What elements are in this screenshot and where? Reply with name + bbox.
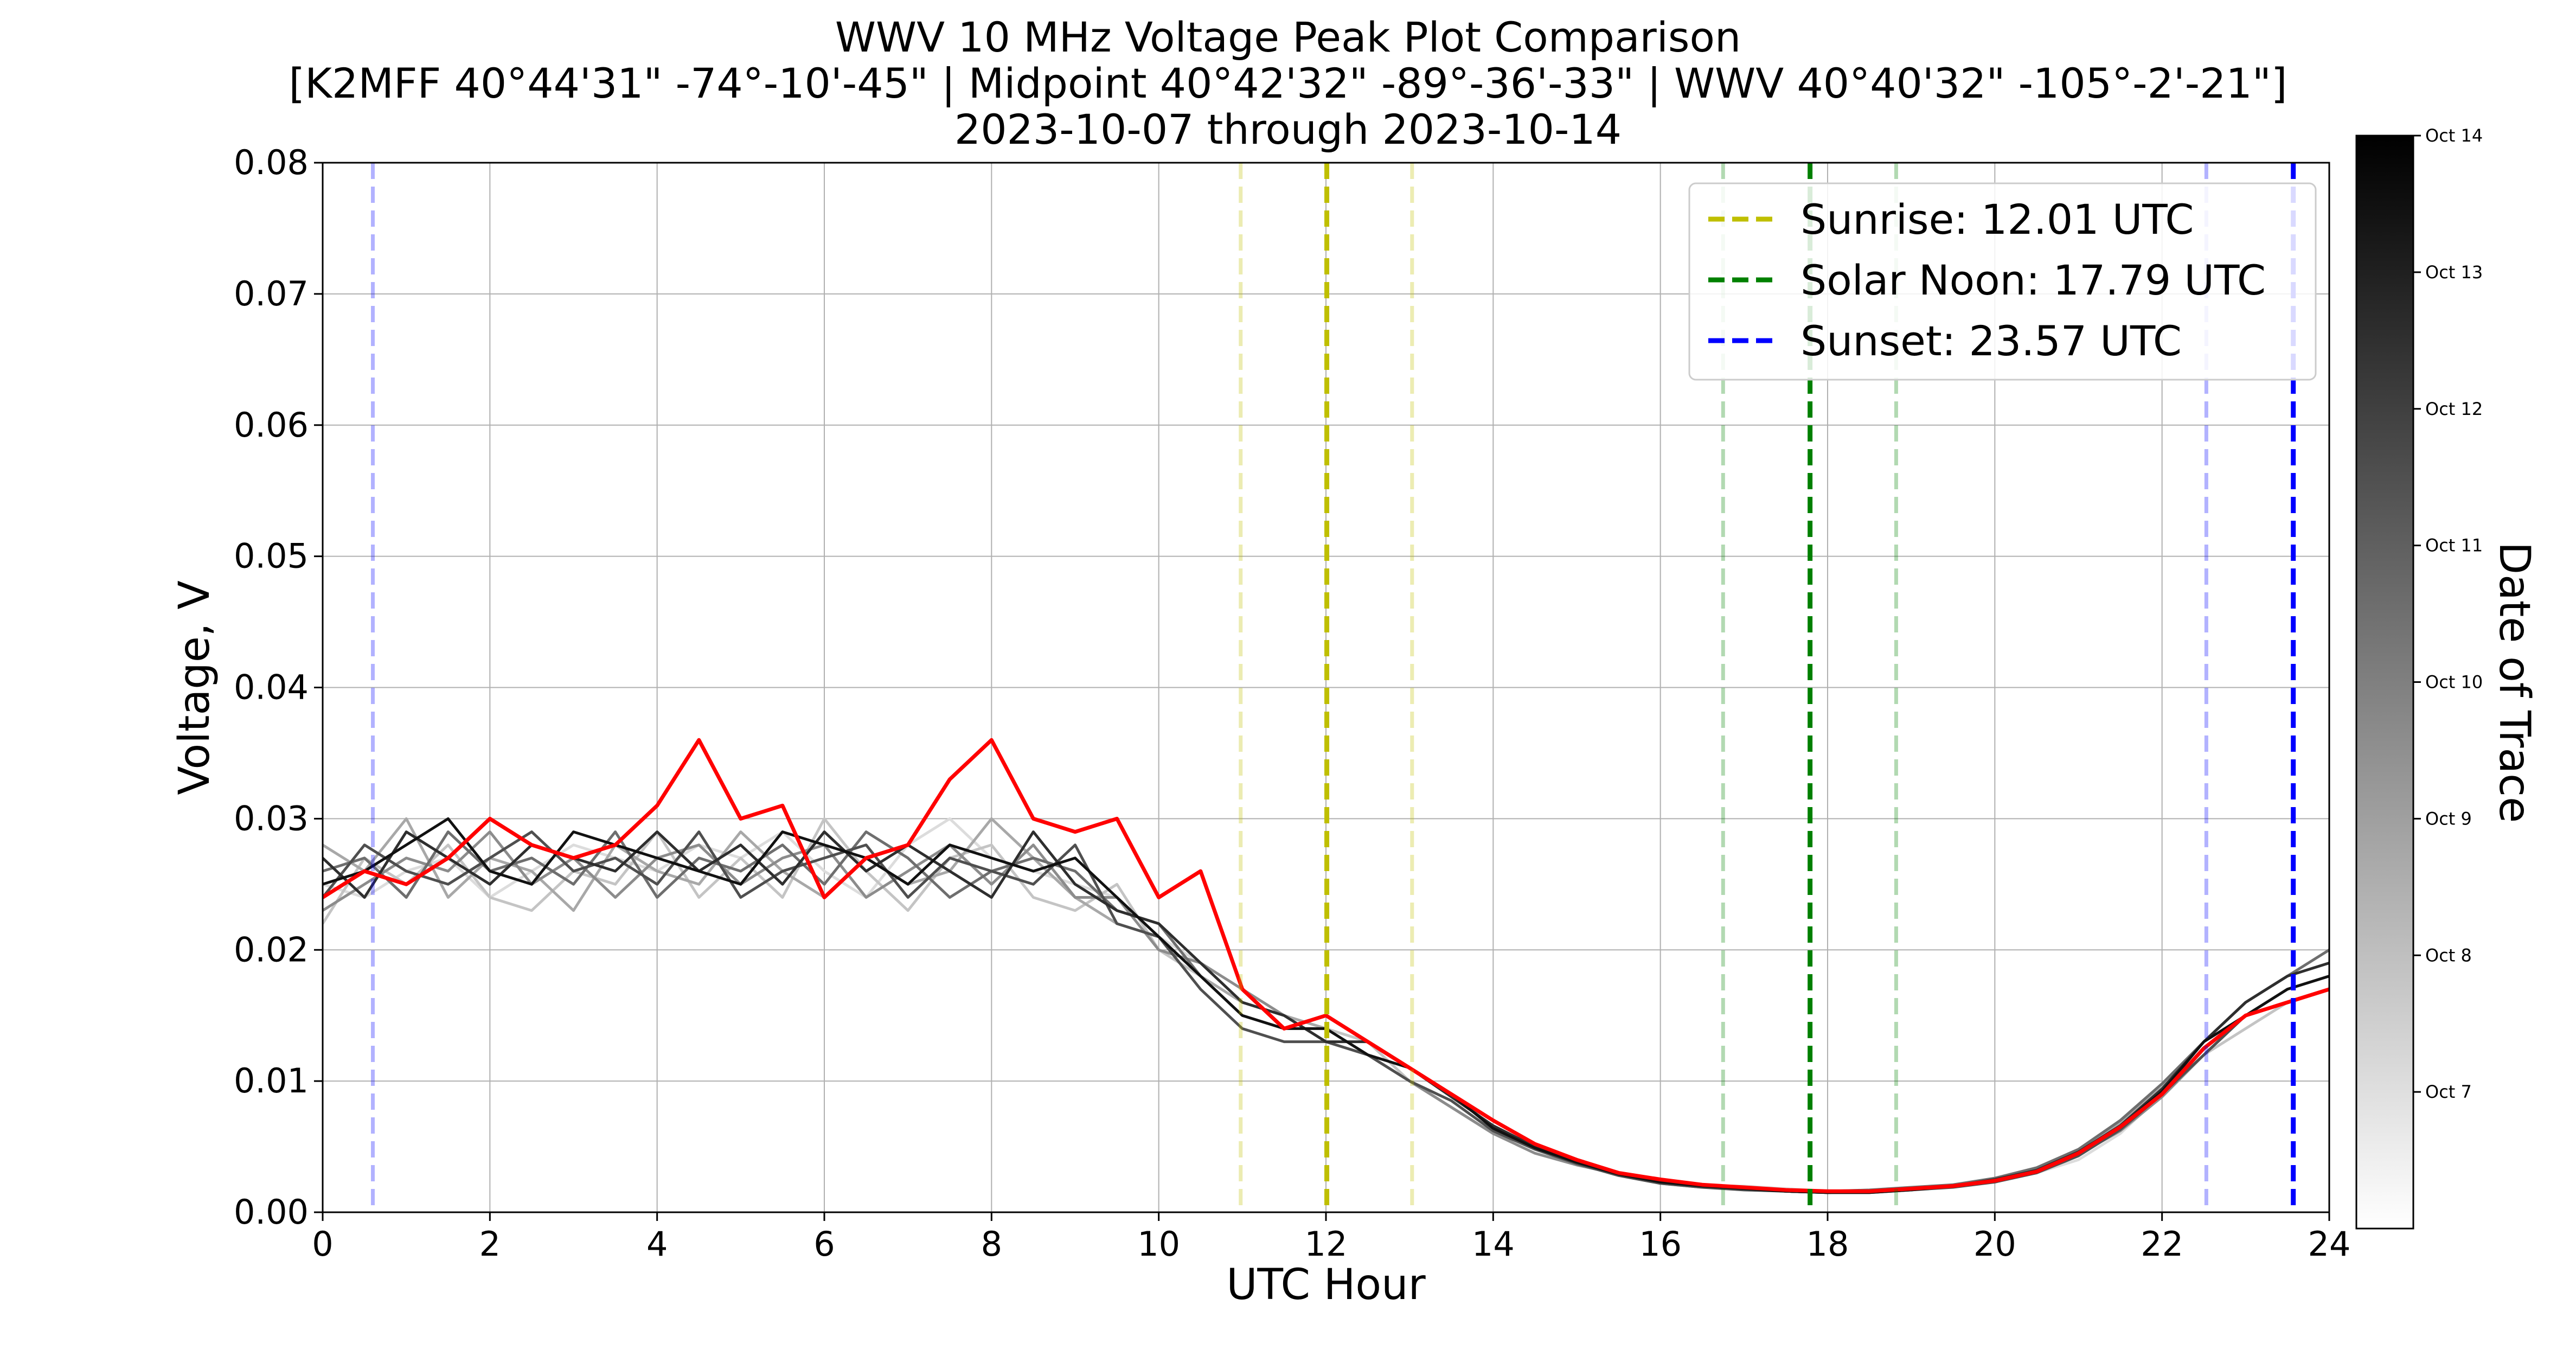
- x-tick-label: 2: [479, 1224, 501, 1264]
- x-tick-label: 18: [1806, 1224, 1849, 1264]
- colorbar-tick-label: Oct 10: [2425, 672, 2483, 693]
- series-line-2023-10-14highlighted: [323, 738, 2329, 1193]
- chart-subtitle: [K2MFF 40°44'31" -74°-10'-45" | Midpoint…: [289, 59, 2287, 108]
- x-tick-label: 20: [1973, 1224, 2016, 1264]
- y-tick-label: 0.03: [234, 798, 309, 838]
- chart-date-range: 2023-10-07 through 2023-10-14: [954, 105, 1622, 153]
- x-tick-label: 22: [2141, 1224, 2183, 1264]
- colorbar-tick-label: Oct 14: [2425, 125, 2483, 146]
- colorbar-tick-label: Oct 7: [2425, 1082, 2472, 1102]
- x-tick-label: 8: [981, 1224, 1002, 1264]
- x-axis-label: UTC Hour: [1226, 1261, 1426, 1309]
- x-tick-label: 16: [1639, 1224, 1682, 1264]
- colorbar-tick-label: Oct 13: [2425, 262, 2483, 283]
- x-axis-ticks: 0 2 4 6 8 10 12 14 16 18 20 22 24: [312, 1212, 2350, 1264]
- colorbar-tick-label: Oct 9: [2425, 808, 2472, 829]
- x-tick-label: 24: [2308, 1224, 2351, 1264]
- y-tick-label: 0.05: [234, 536, 309, 576]
- legend-label: Solar Noon: 17.79 UTC: [1800, 256, 2266, 304]
- y-tick-label: 0.04: [234, 668, 309, 707]
- y-tick-label: 0.02: [234, 930, 309, 969]
- x-tick-label: 12: [1305, 1224, 1348, 1264]
- legend-label: Sunrise: 12.01 UTC: [1800, 195, 2194, 244]
- y-tick-label: 0.06: [234, 405, 309, 445]
- colorbar-tick-label: Oct 12: [2425, 399, 2483, 419]
- legend: Sunrise: 12.01 UTC Solar Noon: 17.79 UTC S…: [1688, 182, 2317, 381]
- x-tick-label: 14: [1472, 1224, 1515, 1264]
- legend-items: Sunrise: 12.01 UTC Solar Noon: 17.79 UTC S…: [1708, 195, 2266, 365]
- colorbar-ticks: Oct 7 Oct 8 Oct 9 Oct 10 Oct 11 Oct 12 Oct 13 O…: [2413, 125, 2483, 1102]
- chart-title: WWV 10 MHz Voltage Peak Plot Comparison: [835, 13, 1741, 61]
- colorbar-label: Date of Trace: [2490, 542, 2539, 823]
- colorbar: Oct 7 Oct 8 Oct 9 Oct 10 Oct 11 Oct 12 Oct 13 O…: [2355, 125, 2539, 1230]
- y-tick-label: 0.01: [234, 1061, 309, 1101]
- colorbar-tick-label: Oct 8: [2425, 945, 2472, 965]
- x-tick-label: 6: [813, 1224, 835, 1264]
- y-tick-label: 0.00: [234, 1192, 309, 1232]
- y-axis-label: Voltage, V: [170, 580, 219, 795]
- colorbar-tick-label: Oct 11: [2425, 535, 2483, 556]
- y-tick-label: 0.08: [234, 143, 309, 182]
- x-tick-label: 0: [312, 1224, 333, 1264]
- y-tick-label: 0.07: [234, 274, 309, 314]
- y-axis-ticks: 0.00 0.01 0.02 0.03 0.04 0.05 0.06 0.07 0.08: [234, 143, 323, 1232]
- colorbar-gradient: [2355, 135, 2414, 1230]
- legend-box: [1688, 182, 2317, 381]
- x-tick-label: 4: [646, 1224, 668, 1264]
- legend-label: Sunset: 23.57 UTC: [1800, 317, 2182, 365]
- x-tick-label: 10: [1137, 1224, 1180, 1264]
